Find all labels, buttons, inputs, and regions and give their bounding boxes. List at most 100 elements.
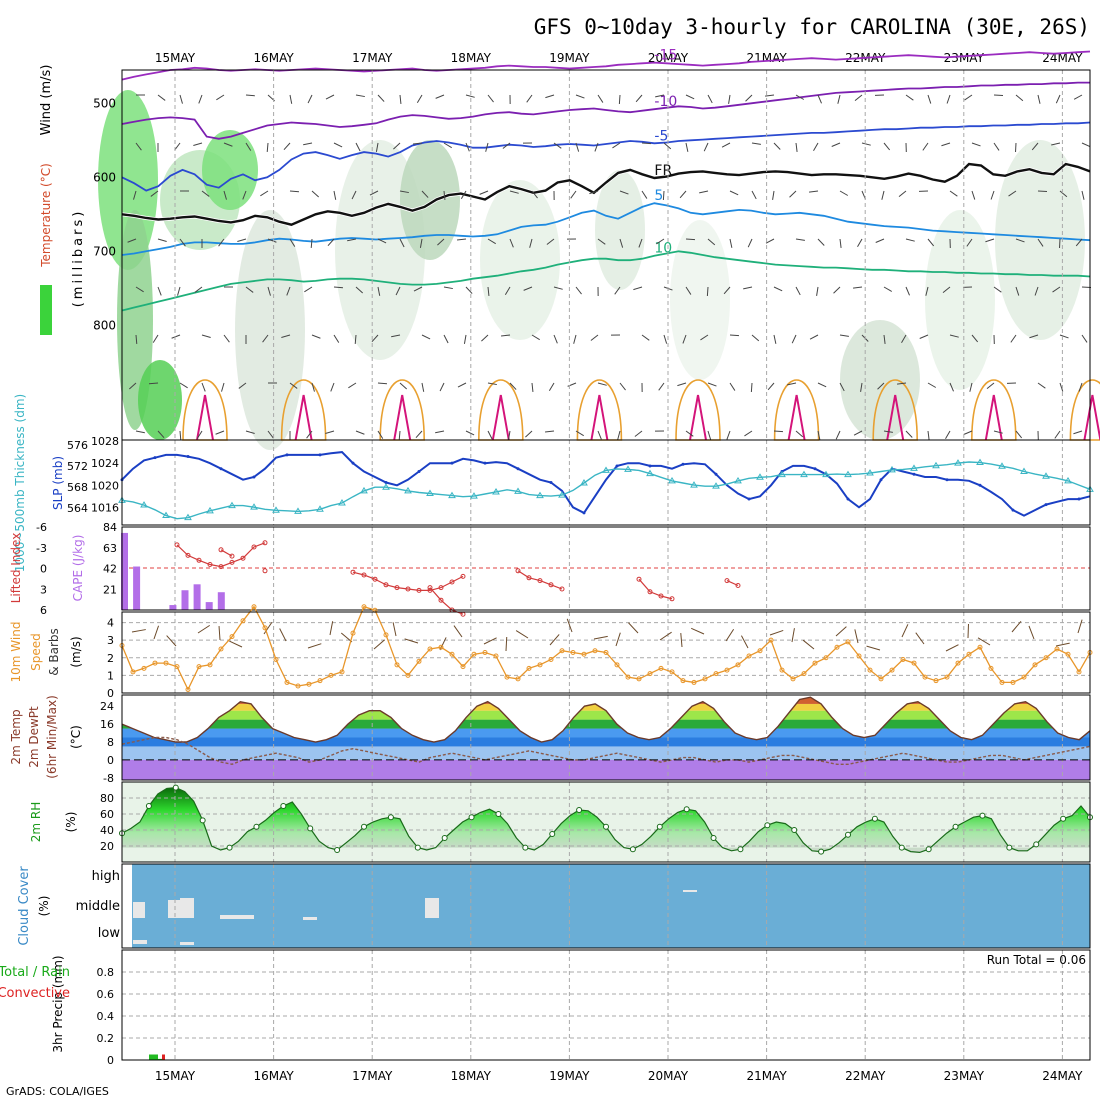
- wind-barb: [1029, 334, 1039, 339]
- slp-marker: [615, 464, 619, 468]
- wind-barb: [509, 382, 517, 390]
- wind-barb: [502, 142, 511, 149]
- wind-barb: [377, 238, 387, 244]
- wind-speed-marker: [141, 665, 147, 671]
- wind-tick-3: 3: [107, 634, 114, 647]
- lifted-index-marker: [559, 586, 565, 592]
- wind-speed-marker: [812, 660, 818, 666]
- wind-barb: [679, 190, 687, 199]
- wind-speed-marker: [460, 664, 466, 670]
- wind-speed-marker: [306, 681, 312, 687]
- wind-speed-marker: [878, 676, 884, 682]
- wind-barb: [216, 94, 225, 101]
- wind-speed-marker: [823, 655, 829, 661]
- wind-barb-10m: [566, 618, 573, 633]
- wind-barb: [267, 430, 274, 439]
- lifted-index-marker: [647, 589, 653, 595]
- wind-barb: [347, 238, 357, 242]
- isotherm--10-line: [121, 81, 1090, 140]
- wind-barb: [986, 382, 995, 390]
- wind-barb: [641, 142, 652, 145]
- rh-marker: [925, 846, 932, 853]
- wind-barb: [135, 334, 138, 345]
- wind-speed-marker: [713, 671, 719, 677]
- lifted-index-marker: [218, 547, 224, 553]
- rh-axis-unit: (%): [64, 812, 78, 833]
- lifted-index-marker: [394, 585, 400, 591]
- wind-barb: [531, 334, 540, 341]
- wind-barb: [525, 430, 533, 438]
- wind-barb: [773, 430, 784, 433]
- wind-speed-marker: [196, 664, 202, 670]
- wind-barb: [487, 238, 496, 245]
- cape-bar: [169, 605, 177, 610]
- wind-speed-marker: [383, 632, 389, 638]
- wind-barb-10m: [1077, 619, 1083, 634]
- wind-barb: [391, 334, 401, 338]
- wind-barb: [307, 94, 313, 104]
- cape-bar: [181, 590, 189, 610]
- wind-barb: [399, 190, 409, 194]
- precip-frame: [121, 949, 1091, 1061]
- wind-barb: [531, 382, 534, 393]
- wind-barb: [919, 334, 929, 339]
- lifted-index-marker: [350, 569, 356, 575]
- wind-barb: [883, 286, 893, 292]
- rh-column-outline: [280, 379, 327, 441]
- pressure-tick-500: 500: [93, 96, 116, 110]
- cloud-bar: [425, 898, 439, 918]
- wind-barb: [638, 238, 643, 248]
- wind-barb: [773, 286, 783, 292]
- wind-barb: [1015, 238, 1025, 243]
- wind-barb: [416, 94, 423, 103]
- wind-speed-marker: [471, 651, 477, 657]
- wind-speed-marker: [724, 667, 730, 673]
- temp-tick: 0: [107, 754, 114, 767]
- temp-tick: 8: [107, 736, 114, 749]
- wind-barb: [570, 190, 577, 199]
- lifted-index-marker: [636, 576, 642, 582]
- wind-barb-10m: [977, 637, 991, 646]
- wind-speed-marker: [900, 657, 906, 663]
- rh-marker: [952, 823, 959, 830]
- rh-marker: [522, 844, 529, 851]
- precip-tick: 0: [107, 1054, 114, 1067]
- rh-marker: [979, 812, 986, 819]
- wind-speed-marker: [185, 686, 191, 692]
- isotherm-FR-line: [121, 162, 1091, 226]
- wind-barb: [905, 286, 910, 296]
- wind-speed-marker: [856, 653, 862, 659]
- wind-barb: [837, 94, 841, 104]
- wind-barb: [179, 238, 186, 247]
- wind-speed-marker: [779, 667, 785, 673]
- wind-speed-line: [121, 605, 1091, 692]
- wind-barb: [942, 286, 951, 294]
- isotherm-label-5: 5: [654, 188, 663, 204]
- wind-barb: [861, 142, 871, 146]
- thickness-marker: [1064, 476, 1072, 484]
- date-label-bottom: 24MAY: [1042, 1069, 1083, 1083]
- thickness-marker: [668, 476, 676, 484]
- cloud-bar: [303, 917, 317, 920]
- wind-barb: [1081, 334, 1088, 343]
- date-label-bottom: 15MAY: [155, 1069, 196, 1083]
- wind-barb: [333, 190, 337, 200]
- date-label-bottom: 19MAY: [549, 1069, 590, 1083]
- wind-barb: [816, 286, 819, 296]
- wind-barb-10m: [340, 632, 353, 643]
- temp-tick: 16: [100, 718, 114, 731]
- precip-axis-label: 3hr Precip (mm): [51, 955, 65, 1052]
- wind-barb: [283, 142, 291, 151]
- wind-barb: [1078, 382, 1083, 392]
- wind-barb: [157, 430, 165, 439]
- slp-marker: [846, 497, 850, 501]
- thickness-marker: [734, 476, 742, 484]
- lifted-index-marker: [361, 572, 367, 578]
- precip-tick: 0.4: [97, 1010, 115, 1023]
- wind-barb-10m: [483, 637, 497, 645]
- rh-tick-60: 60: [100, 808, 114, 821]
- wind-barb: [245, 142, 252, 151]
- wind-barb: [412, 142, 423, 145]
- wind-speed-marker: [130, 669, 136, 675]
- lifted-index-marker: [262, 568, 268, 574]
